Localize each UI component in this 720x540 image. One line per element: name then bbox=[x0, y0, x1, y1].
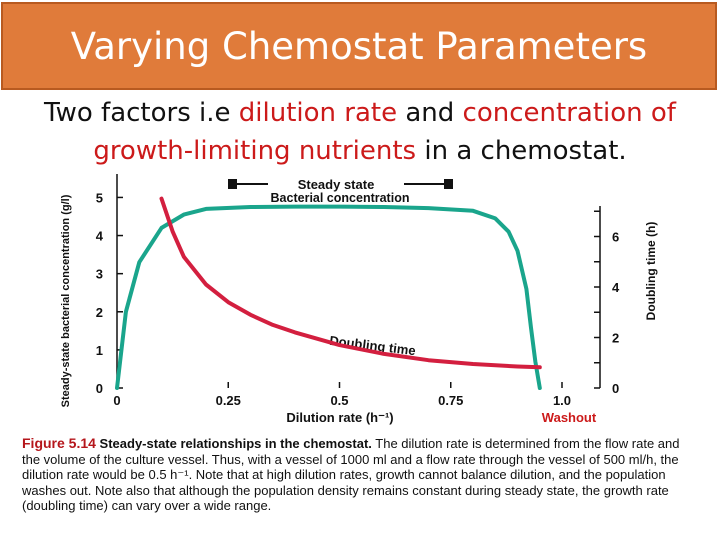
steady-state-bracket-start bbox=[228, 179, 237, 189]
steady-state-label: Steady state bbox=[298, 177, 375, 192]
x-axis-label: Dilution rate (h⁻¹) bbox=[286, 410, 393, 425]
x-tick-label: 0.5 bbox=[330, 393, 348, 408]
chemostat-chart: Steady-state bacterial concentration (g/… bbox=[60, 174, 658, 425]
x-tick-label: 0 bbox=[113, 393, 120, 408]
y-left-tick-label: 4 bbox=[96, 229, 104, 244]
washout-label: Washout bbox=[542, 410, 597, 425]
y-axis-left-label: Steady-state bacterial concentration (g/… bbox=[60, 194, 72, 407]
caption-label: Figure 5.14 bbox=[22, 435, 96, 451]
chemostat-figure: Steady-state bacterial concentration (g/… bbox=[0, 168, 720, 540]
caption-heading: Steady-state relationships in the chemos… bbox=[99, 436, 372, 451]
y-axis-right-label: Doubling time (h) bbox=[644, 222, 658, 321]
bacterial-concentration-label: Bacterial concentration bbox=[271, 191, 410, 205]
y-right-tick-label: 6 bbox=[612, 230, 619, 245]
intro-part-3: and bbox=[397, 98, 463, 128]
y-right-tick-label: 2 bbox=[612, 331, 619, 346]
y-right-tick-label: 4 bbox=[612, 280, 620, 295]
x-tick-label: 0.75 bbox=[438, 393, 463, 408]
y-left-tick-label: 2 bbox=[96, 305, 103, 320]
intro-part-1: Two factors i.e bbox=[44, 98, 239, 128]
y-right-tick-label: 0 bbox=[612, 381, 619, 396]
steady-state-bracket-end bbox=[444, 179, 453, 189]
slide-title: Varying Chemostat Parameters bbox=[70, 24, 648, 68]
intro-text: Two factors i.e dilution rate and concen… bbox=[20, 94, 700, 170]
y-left-tick-label: 3 bbox=[96, 267, 103, 282]
intro-concentration: concentration of growth-limiting nutrien… bbox=[93, 98, 676, 166]
intro-dilution-rate: dilution rate bbox=[238, 98, 398, 128]
intro-part-5: in a chemostat. bbox=[416, 136, 627, 166]
x-tick-label: 1.0 bbox=[553, 393, 571, 408]
bacterial-concentration-line bbox=[115, 204, 542, 390]
title-bar: Varying Chemostat Parameters bbox=[1, 2, 717, 90]
doubling-time-line bbox=[159, 196, 542, 370]
figure-caption: Figure 5.14 Steady-state relationships i… bbox=[22, 435, 694, 514]
y-left-tick-label: 5 bbox=[96, 190, 103, 205]
y-left-tick-label: 1 bbox=[96, 343, 103, 358]
x-tick-label: 0.25 bbox=[216, 393, 241, 408]
caption-text: The dilution rate is determined from the… bbox=[22, 436, 680, 513]
y-left-tick-label: 0 bbox=[96, 381, 103, 396]
steady-state-label-bg bbox=[268, 176, 404, 192]
